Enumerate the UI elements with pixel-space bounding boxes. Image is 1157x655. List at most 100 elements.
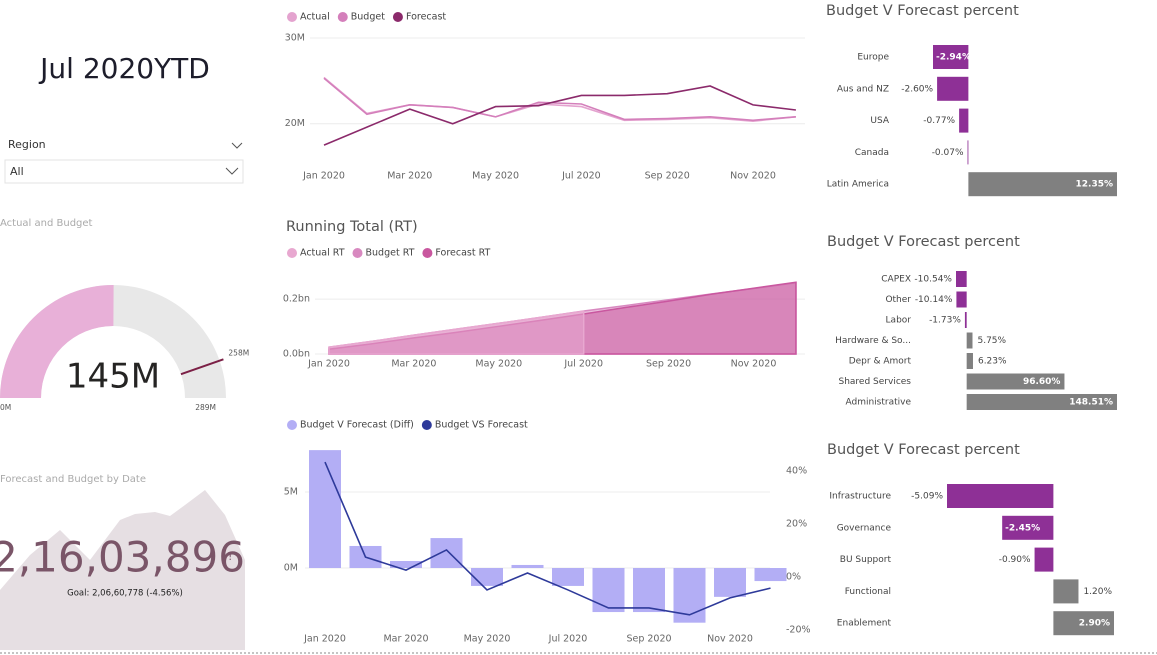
- kpi-title: Forecast and Budget by Date: [0, 474, 146, 485]
- bar: [964, 312, 967, 328]
- kpi-value: 2,16,03,896: [0, 533, 245, 582]
- series-area: [328, 310, 585, 355]
- legend-swatch: [287, 12, 297, 22]
- legend-label: Budget RT: [366, 248, 415, 259]
- legend-label: Forecast: [406, 12, 446, 23]
- legend-label: Budget V Forecast (Diff): [300, 420, 414, 431]
- series-line: [323, 85, 796, 146]
- x-tick-label: Jul 2020: [561, 171, 601, 182]
- y-tick-label: 0.0bn: [283, 349, 310, 360]
- chart-title: Running Total (RT): [286, 219, 418, 235]
- value-label: 148.51%: [1069, 398, 1113, 408]
- kpi-trend-background: [0, 490, 245, 650]
- bar: [956, 271, 967, 287]
- series-line: [323, 77, 796, 122]
- legend-label: Forecast RT: [435, 248, 490, 259]
- legend-swatch: [421, 420, 432, 430]
- value-label: -2.94%: [936, 53, 971, 63]
- x-tick-label: Nov 2020: [707, 634, 753, 645]
- category-label: Infrastructure: [829, 492, 891, 502]
- bar: [309, 450, 341, 568]
- x-tick-label: Sep 2020: [645, 171, 690, 182]
- gauge-title: Actual and Budget: [0, 218, 93, 229]
- value-label: 5.75%: [977, 336, 1006, 346]
- value-label: -2.45%: [1005, 523, 1040, 533]
- bar: [959, 108, 969, 133]
- slicer-chevron[interactable]: [231, 142, 243, 149]
- bar: [967, 140, 969, 165]
- category-label: Enablement: [837, 619, 892, 629]
- gauge-target-label: 258M: [228, 348, 249, 357]
- category-label: BU Support: [840, 555, 892, 565]
- kpi-goal: Goal: 2,06,60,778 (-4.56%): [67, 589, 183, 599]
- category-label: Administrative: [845, 398, 911, 408]
- legend-label: Budget: [351, 12, 385, 23]
- category-label: Functional: [845, 587, 891, 597]
- y-tick-label: 20M: [285, 118, 305, 129]
- region-slicer[interactable]: Region All: [4, 138, 244, 184]
- x-tick-label: Jan 2020: [302, 171, 345, 182]
- chart-title: Budget V Forecast percent: [827, 234, 1020, 250]
- legend-label: Actual RT: [300, 248, 345, 259]
- bar: [966, 332, 973, 349]
- x-tick-label: May 2020: [472, 171, 519, 182]
- bar: [714, 568, 746, 597]
- value-label: -5.09%: [911, 492, 943, 502]
- y-tick-label: 30M: [285, 33, 305, 44]
- bar: [430, 538, 463, 568]
- category-label: Hardware & So...: [835, 336, 911, 346]
- bar: [511, 564, 544, 568]
- bar: [1053, 611, 1114, 636]
- x-tick-label: Mar 2020: [387, 171, 432, 182]
- bar: [390, 561, 422, 568]
- bar: [633, 568, 665, 613]
- chart-title: Budget V Forecast percent: [826, 3, 1019, 19]
- bar: [1002, 515, 1054, 540]
- legend-swatch: [392, 12, 403, 22]
- y-tick-label: 20%: [786, 519, 807, 530]
- kpi-icon: !: [228, 550, 232, 563]
- category-label: Canada: [855, 148, 889, 158]
- category-label: Other: [885, 295, 911, 305]
- bar: [937, 76, 969, 101]
- x-tick-label: Jul 2020: [548, 634, 588, 645]
- slicer-box[interactable]: [4, 159, 244, 184]
- category-label: Depr & Amort: [849, 357, 912, 367]
- legend-swatch: [287, 420, 297, 430]
- slicer-value: All: [10, 165, 24, 178]
- category-label: Europe: [857, 53, 889, 63]
- value-label: -0.90%: [999, 555, 1031, 565]
- slicer-label: Region: [8, 138, 46, 151]
- value-label: -2.60%: [901, 84, 933, 94]
- gauge-target: [180, 358, 224, 376]
- bar: [956, 291, 967, 308]
- bar: [966, 394, 1117, 410]
- category-label: Shared Services: [839, 377, 912, 387]
- x-tick-label: Jul 2020: [563, 359, 603, 370]
- value-label: 6.23%: [978, 357, 1007, 367]
- category-label: CAPEX: [881, 275, 911, 285]
- y-tick-label: 40%: [786, 466, 807, 477]
- bar: [933, 45, 969, 69]
- x-tick-label: Mar 2020: [391, 359, 436, 370]
- gauge-range-label: 289M: [195, 403, 216, 412]
- value-label: 2.90%: [1079, 619, 1110, 629]
- gauge-value: [0, 285, 114, 398]
- bar: [966, 373, 1065, 390]
- legend-swatch: [422, 248, 433, 258]
- value-label: -10.14%: [915, 295, 953, 305]
- y-tick-label: 0M: [284, 563, 298, 574]
- legend-swatch: [352, 248, 363, 258]
- x-tick-label: May 2020: [464, 634, 511, 645]
- y-tick-label: 0%: [786, 571, 801, 582]
- slicer-dropdown[interactable]: [225, 167, 239, 175]
- category-label: Governance: [837, 523, 892, 533]
- bar: [471, 568, 503, 586]
- category-label: Latin America: [827, 180, 889, 190]
- value-label: 12.35%: [1076, 180, 1114, 190]
- x-tick-label: Sep 2020: [626, 634, 671, 645]
- legend-swatch: [337, 12, 348, 22]
- value-label: -0.77%: [923, 116, 955, 126]
- category-label: Labor: [886, 316, 912, 326]
